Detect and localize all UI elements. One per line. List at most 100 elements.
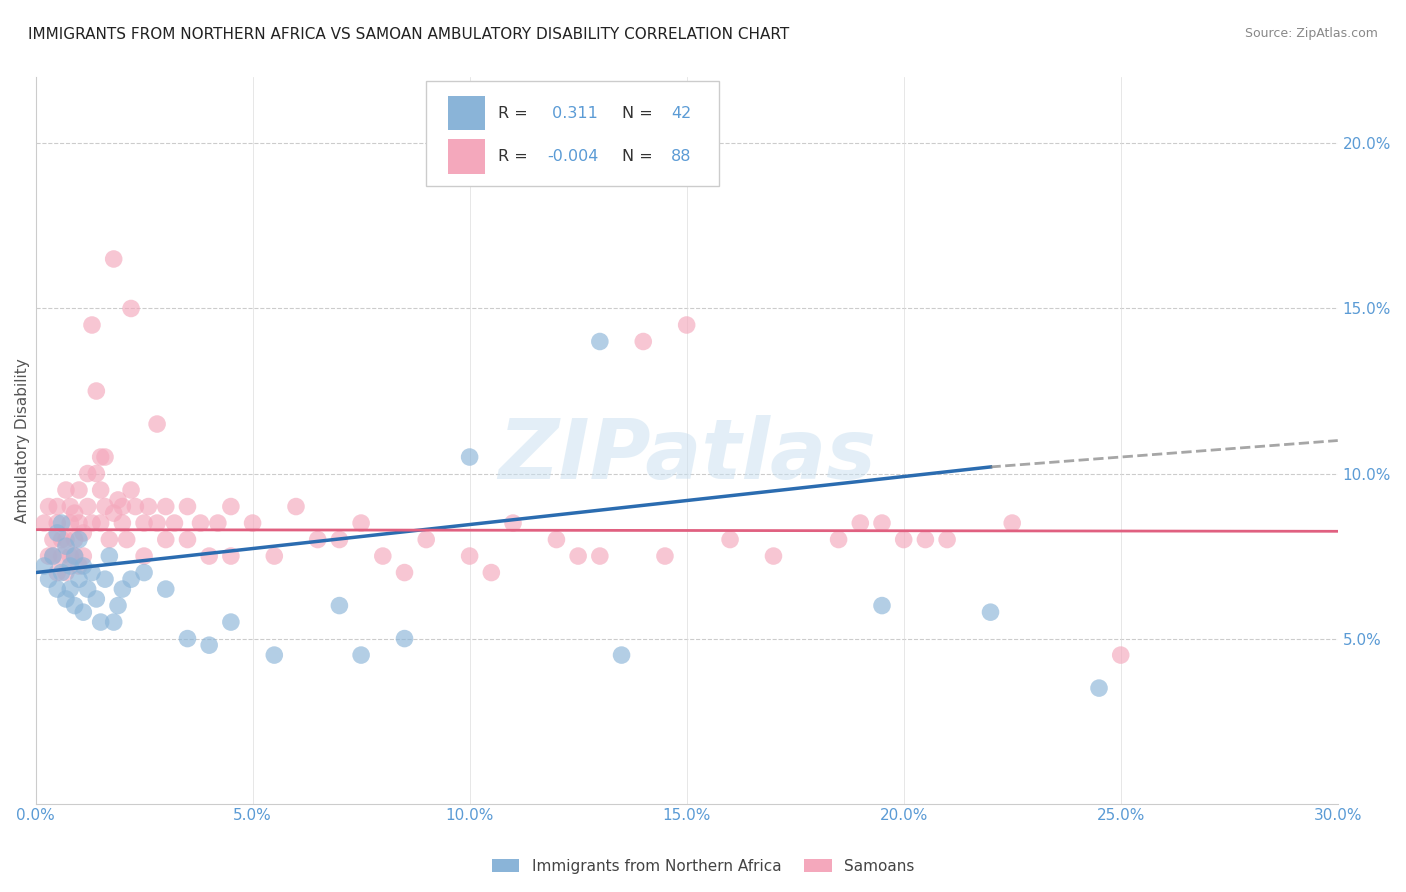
Point	[870, 516, 893, 530]
Point	[67, 572, 90, 586]
Point	[610, 648, 633, 662]
Point	[328, 533, 350, 547]
Point	[42, 533, 65, 547]
Point	[76, 467, 98, 481]
Point	[46, 516, 69, 530]
Text: IMMIGRANTS FROM NORTHERN AFRICA VS SAMOAN AMBULATORY DISABILITY CORRELATION CHAR: IMMIGRANTS FROM NORTHERN AFRICA VS SAMOA…	[28, 27, 789, 42]
Point	[86, 591, 108, 606]
Point	[38, 500, 60, 514]
FancyBboxPatch shape	[449, 95, 485, 130]
Point	[849, 516, 872, 530]
Point	[67, 516, 90, 530]
Point	[979, 605, 1001, 619]
Point	[55, 566, 77, 580]
Point	[893, 533, 915, 547]
Point	[589, 334, 612, 349]
Point	[94, 450, 117, 464]
Point	[59, 516, 82, 530]
Point	[546, 533, 568, 547]
Point	[914, 533, 936, 547]
Point	[72, 605, 94, 619]
Point	[827, 533, 849, 547]
Point	[124, 500, 146, 514]
Point	[90, 516, 112, 530]
Point	[76, 500, 98, 514]
Point	[42, 549, 65, 563]
Legend: Immigrants from Northern Africa, Samoans: Immigrants from Northern Africa, Samoans	[485, 853, 921, 880]
Point	[80, 566, 103, 580]
Point	[155, 533, 177, 547]
Point	[86, 384, 108, 398]
Point	[633, 334, 655, 349]
Point	[107, 492, 129, 507]
Text: R =: R =	[498, 105, 533, 120]
Point	[67, 533, 90, 547]
Point	[263, 648, 285, 662]
Point	[394, 566, 416, 580]
Point	[936, 533, 959, 547]
Point	[111, 582, 134, 596]
Point	[63, 533, 86, 547]
Point	[42, 549, 65, 563]
Y-axis label: Ambulatory Disability: Ambulatory Disability	[15, 359, 30, 523]
Point	[155, 582, 177, 596]
Point	[32, 558, 55, 573]
Point	[55, 483, 77, 497]
Point	[63, 599, 86, 613]
Point	[103, 252, 125, 266]
Point	[207, 516, 229, 530]
Point	[307, 533, 329, 547]
Point	[120, 572, 142, 586]
Point	[132, 566, 155, 580]
Point	[107, 599, 129, 613]
Point	[176, 632, 198, 646]
Point	[72, 558, 94, 573]
Point	[46, 566, 69, 580]
Point	[155, 500, 177, 514]
Point	[90, 450, 112, 464]
Point	[63, 549, 86, 563]
Point	[146, 417, 169, 431]
Point	[103, 615, 125, 629]
Point	[51, 566, 73, 580]
Point	[762, 549, 785, 563]
Text: 88: 88	[671, 149, 692, 164]
Point	[198, 549, 221, 563]
Point	[132, 549, 155, 563]
Point	[567, 549, 589, 563]
Point	[51, 516, 73, 530]
Point	[67, 483, 90, 497]
Point	[219, 549, 242, 563]
Text: ZIPatlas: ZIPatlas	[498, 415, 876, 496]
Point	[46, 582, 69, 596]
FancyBboxPatch shape	[449, 139, 485, 174]
Point	[59, 582, 82, 596]
Point	[80, 318, 103, 332]
Point	[46, 500, 69, 514]
Point	[55, 539, 77, 553]
Point	[190, 516, 212, 530]
Point	[59, 549, 82, 563]
Point	[458, 549, 481, 563]
Point	[111, 500, 134, 514]
Text: N =: N =	[621, 105, 658, 120]
Point	[242, 516, 264, 530]
Point	[115, 533, 138, 547]
Point	[328, 599, 350, 613]
Point	[479, 566, 502, 580]
Point	[103, 506, 125, 520]
Point	[350, 516, 373, 530]
Point	[94, 572, 117, 586]
Point	[120, 483, 142, 497]
Point	[59, 500, 82, 514]
Point	[90, 615, 112, 629]
Point	[415, 533, 437, 547]
Point	[285, 500, 308, 514]
Point	[219, 615, 242, 629]
Point	[46, 525, 69, 540]
Point	[718, 533, 741, 547]
Point	[350, 648, 373, 662]
Point	[176, 533, 198, 547]
Point	[502, 516, 524, 530]
Point	[72, 525, 94, 540]
